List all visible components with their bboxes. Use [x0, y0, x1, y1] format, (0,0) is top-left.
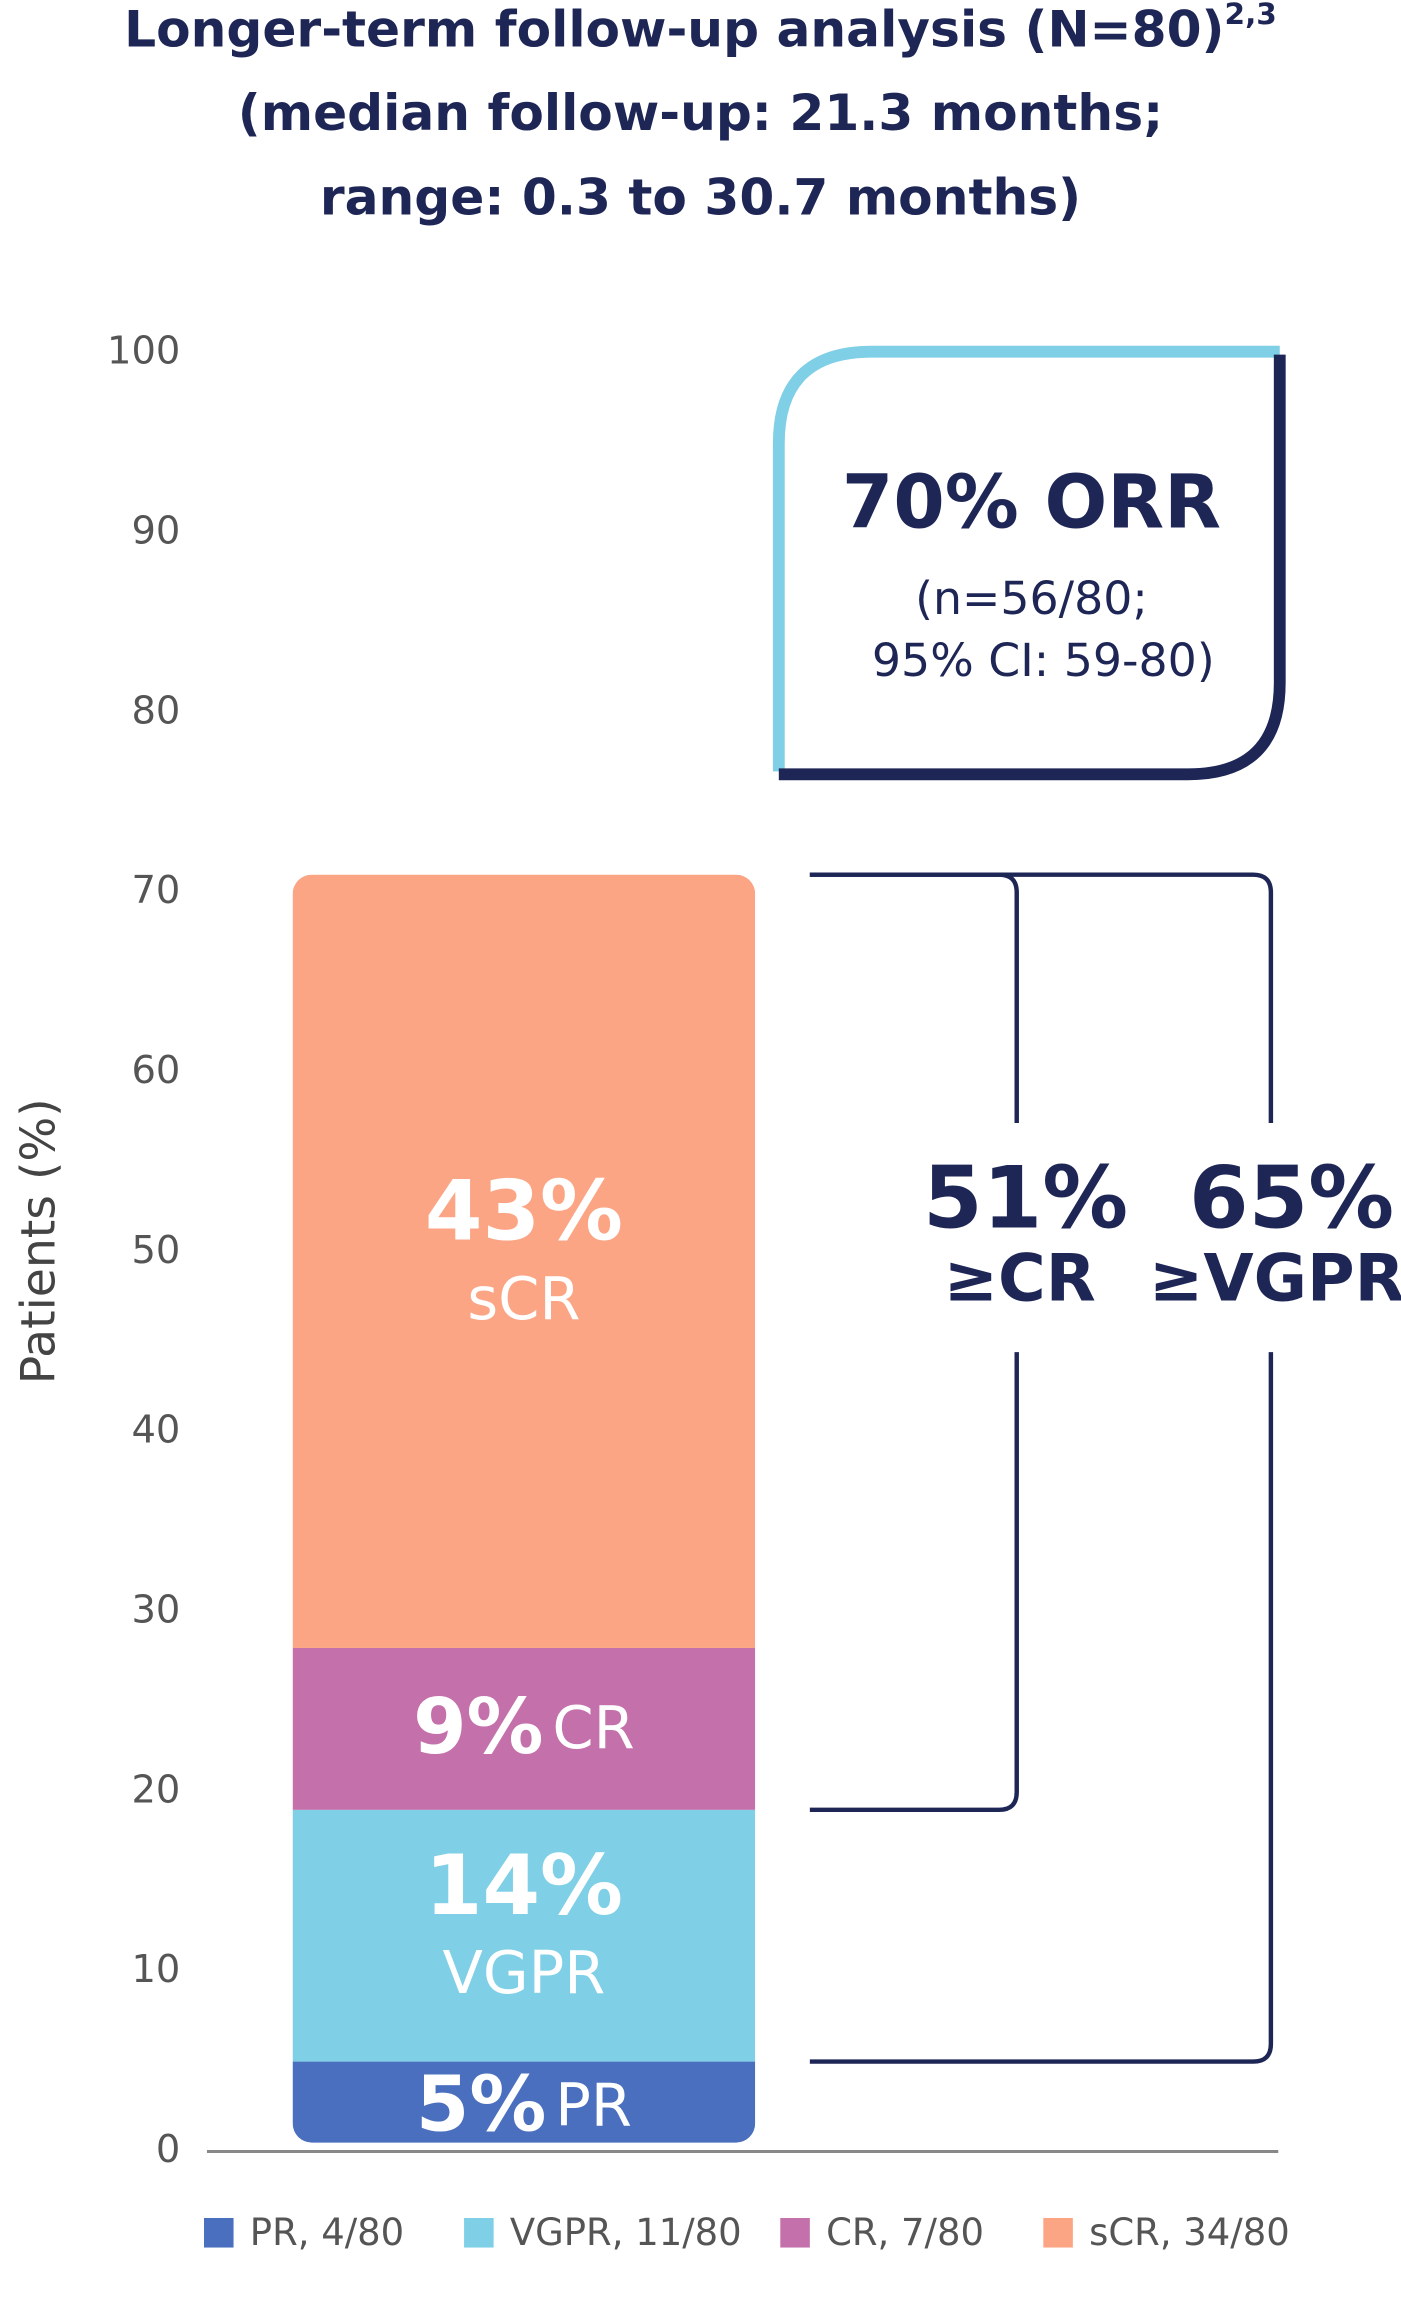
y-tick-label: 90 [131, 508, 180, 553]
y-tick-label: 100 [107, 329, 180, 374]
title-superscript: 2,3 [1225, 0, 1277, 30]
bracket [809, 872, 1274, 2064]
legend-label: VGPR, 11/80 [510, 2211, 742, 2254]
value-label: 5% [416, 2060, 546, 2149]
value-label: 43% [425, 1162, 623, 1259]
y-tick-label: 30 [131, 1587, 180, 1632]
orr-detail: (n=56/80; [915, 571, 1148, 625]
orr-box [778, 354, 1286, 781]
title-text: Longer-term follow-up analysis (N=80) [124, 0, 1224, 58]
bracket-label: ≥VGPR [1149, 1242, 1401, 1317]
legend-swatch [204, 2217, 234, 2248]
chart-title: Longer-term follow-up analysis (N=80)2,3 [124, 0, 1277, 58]
y-axis-label: Patients (%) [11, 1098, 66, 1384]
bar-segment [292, 874, 756, 1648]
subtitle: (median follow-up: 21.3 months; [238, 83, 1163, 142]
segment-text: 9% CR [413, 1683, 635, 1772]
y-tick-label: 40 [131, 1408, 180, 1453]
legend-swatch [780, 2217, 810, 2248]
legend-swatch [1043, 2217, 1073, 2248]
y-tick-label: 50 [131, 1228, 180, 1273]
bracket-label: ≥CR [944, 1242, 1096, 1317]
legend-label: PR, 4/80 [250, 2211, 404, 2254]
bar-segment [292, 1647, 756, 1810]
segment-label: PR [555, 2071, 632, 2140]
bar-segment [292, 1809, 756, 2062]
bracket-value: 65% [1189, 1149, 1394, 1249]
y-tick-label: 0 [156, 2127, 180, 2172]
legend-swatch [464, 2217, 494, 2248]
bar-stack [292, 874, 756, 2143]
y-tick-label: 80 [131, 688, 180, 733]
segment-text: 5% PR [416, 2060, 632, 2149]
value-label: 9% [413, 1683, 543, 1772]
segment-label: CR [552, 1693, 634, 1762]
orr-headline: 70% ORR [842, 459, 1221, 545]
y-tick-label: 70 [131, 868, 180, 913]
y-tick-label: 60 [131, 1048, 180, 1093]
segment-label: sCR [467, 1264, 580, 1333]
value-label: 14% [425, 1837, 623, 1934]
segment-label: VGPR [442, 1938, 605, 2007]
legend-label: sCR, 34/80 [1089, 2211, 1290, 2254]
orr-detail: 95% CI: 59-80) [872, 633, 1215, 687]
legend-label: CR, 7/80 [826, 2211, 984, 2254]
y-tick-label: 10 [131, 1947, 180, 1992]
bracket [809, 872, 1019, 1813]
orr-box [772, 345, 1280, 772]
y-tick-label: 20 [131, 1767, 180, 1812]
subtitle: range: 0.3 to 30.7 months) [320, 167, 1081, 226]
bar-segment [292, 2061, 756, 2143]
bracket-value: 51% [923, 1149, 1128, 1249]
